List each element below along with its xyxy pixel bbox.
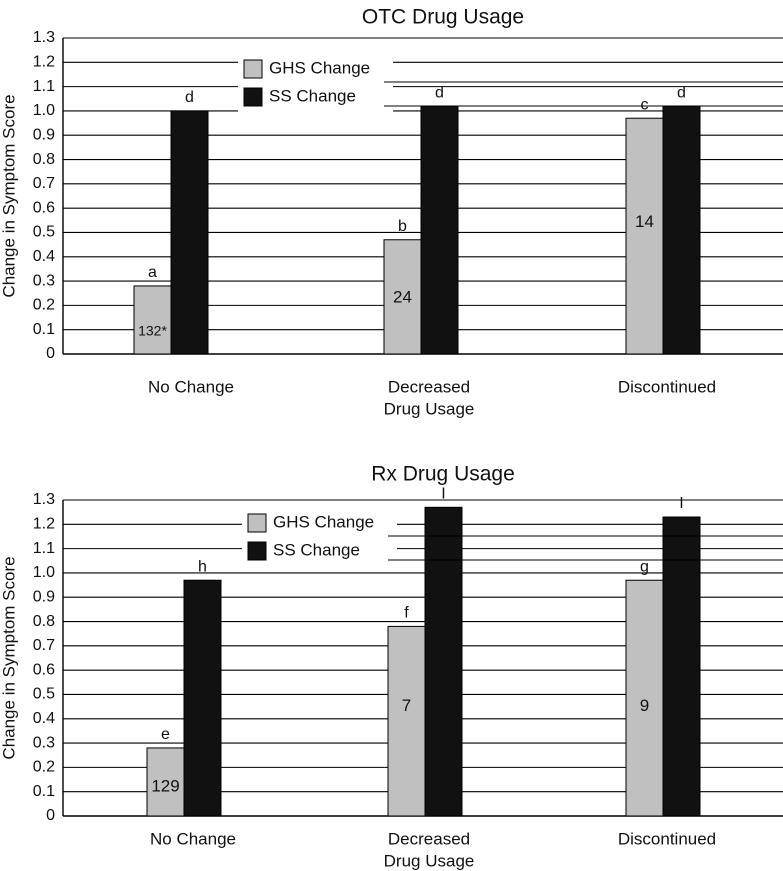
y-tick-label: 1.3	[33, 491, 55, 508]
y-tick-label: 0.7	[33, 175, 55, 192]
bar-n-label: 14	[635, 212, 654, 231]
bar-ss-1	[183, 579, 222, 817]
legend-background	[238, 54, 393, 116]
legend-swatch-ss	[247, 541, 267, 561]
significance-letter: g	[640, 558, 649, 575]
y-tick-label: 0.8	[33, 613, 55, 630]
y-tick-label: 1.1	[33, 78, 55, 95]
y-tick-label: 1.2	[33, 516, 55, 533]
bar-ss-1	[170, 110, 209, 355]
bar-n-label: 226	[188, 696, 216, 715]
bar-ss-3	[662, 105, 701, 355]
y-axis-label: Change in Symptom Score	[0, 556, 18, 759]
bar-n-label: 35	[672, 212, 691, 231]
bar-ghs-2	[387, 625, 426, 817]
y-tick-label: 0.8	[33, 151, 55, 168]
significance-letter: e	[161, 726, 170, 743]
bar-n-label: 83	[430, 212, 449, 231]
category-label: Decreased	[388, 377, 470, 396]
significance-letter: d	[677, 84, 686, 101]
bar-n-label: 24	[393, 288, 412, 307]
legend-label: SS Change	[273, 540, 360, 559]
significance-letter: a	[148, 264, 157, 281]
category-label: Discontinued	[618, 829, 716, 848]
legend-swatch-ss	[243, 87, 263, 107]
significance-letter: f	[404, 605, 409, 622]
y-tick-label: 0.3	[33, 734, 55, 751]
bar-ss-2	[420, 105, 459, 355]
y-tick-label: 0.6	[33, 199, 55, 216]
category-label: No Change	[150, 829, 236, 848]
bar-ghs-2	[383, 239, 422, 355]
y-tick-label: 0.4	[33, 248, 55, 265]
y-tick-label: 1.1	[33, 540, 55, 557]
y-tick-label: 0.5	[33, 224, 55, 241]
bar-ghs-1	[133, 285, 172, 355]
bar-ghs-3	[625, 579, 664, 817]
y-tick-label: 0	[46, 807, 55, 824]
bar-n-label: 207	[175, 212, 203, 231]
significance-letter: c	[641, 96, 649, 113]
y-tick-label: 1.3	[33, 29, 55, 46]
y-axis-label: Change in Symptom Score	[0, 94, 18, 297]
significance-letter: I	[441, 486, 445, 503]
bar-ss-3	[662, 516, 701, 817]
y-tick-label: 1.0	[33, 102, 55, 119]
significance-letter: h	[198, 558, 207, 575]
y-tick-label: 0.2	[33, 759, 55, 776]
y-tick-label: 0	[46, 345, 55, 362]
bar-n-label: 9	[640, 696, 649, 715]
legend-label: SS Change	[269, 86, 356, 105]
significance-letter: d	[185, 89, 194, 106]
y-tick-label: 0.5	[33, 686, 55, 703]
bar-n-label: 7	[402, 696, 411, 715]
bar-n-label: 30	[434, 696, 453, 715]
bar-n-label: 129	[151, 776, 179, 795]
legend-swatch-ghs	[243, 59, 263, 79]
y-tick-label: 0.6	[33, 661, 55, 678]
bar-n-label: 30	[672, 696, 691, 715]
category-label: Decreased	[388, 829, 470, 848]
significance-letter: b	[398, 218, 407, 235]
legend-swatch-ghs	[247, 513, 267, 533]
legend-background	[242, 508, 397, 570]
legend-label: GHS Change	[273, 512, 374, 531]
bar-ghs-1	[146, 747, 185, 817]
y-tick-label: 0.3	[33, 272, 55, 289]
legend-label: GHS Change	[269, 58, 370, 77]
category-label: Discontinued	[618, 377, 716, 396]
chart-panel-2: Rx Drug Usage 0 0.1 0.2 0.3 0.4 0.5 0.6 0.7 0.8 0.…	[0, 463, 783, 870]
y-tick-label: 0.9	[33, 126, 55, 143]
y-tick-label: 0.2	[33, 297, 55, 314]
bar-ghs-3	[625, 117, 664, 355]
y-tick-label: 0.7	[33, 637, 55, 654]
chart-title: Rx Drug Usage	[371, 463, 515, 486]
category-label: Drug Usage	[384, 851, 475, 870]
y-tick-label: 0.1	[33, 783, 55, 800]
bar-n-label: 132*	[138, 323, 167, 339]
chart-title: OTC Drug Usage	[362, 6, 524, 29]
y-tick-label: 0.4	[33, 710, 55, 727]
significance-letter: I	[679, 495, 683, 512]
category-label: No Change	[148, 377, 234, 396]
y-tick-label: 1.2	[33, 54, 55, 71]
y-tick-label: 0.1	[33, 321, 55, 338]
bar-ss-2	[424, 506, 463, 817]
y-tick-label: 1.0	[33, 564, 55, 581]
significance-letter: d	[435, 84, 444, 101]
category-label: Drug Usage	[384, 399, 475, 418]
y-tick-label: 0.9	[33, 588, 55, 605]
chart-panel-1: OTC Drug Usage 0 0.1 0.2 0.3 0.4 0.5 0.6 0.7 0.8 0…	[0, 6, 783, 418]
